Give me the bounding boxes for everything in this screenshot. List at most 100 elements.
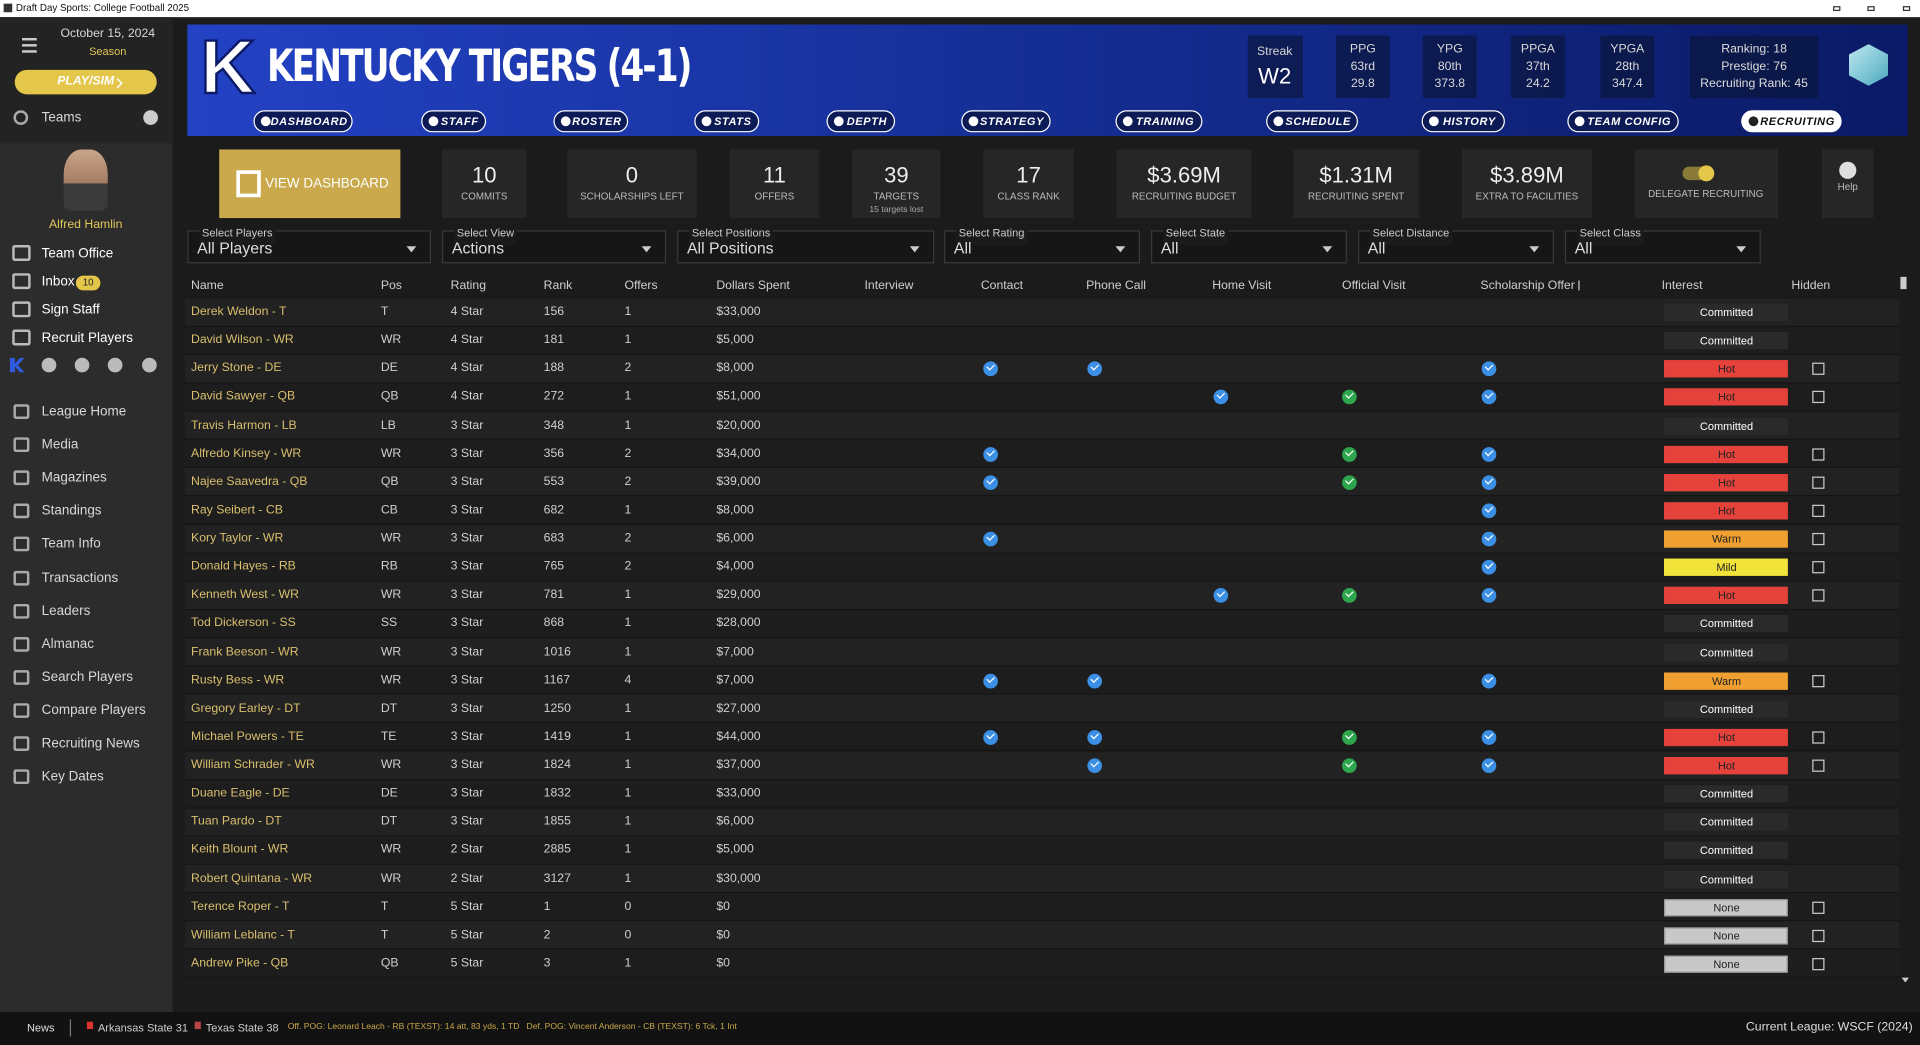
hidden-checkbox[interactable] [1812,929,1825,942]
menu-item[interactable]: Team Info [41,537,101,552]
table-row[interactable] [184,950,1900,979]
player-name[interactable]: Terence Roper - T [191,900,290,914]
nav-tab[interactable] [1567,110,1679,133]
player-name[interactable]: Jerry Stone - DE [191,361,282,376]
filter-label: Select Class [1577,220,1644,246]
hidden-checkbox[interactable] [1812,674,1825,687]
check-tick [1484,532,1494,541]
player-name[interactable]: Andrew Pike - QB [191,956,289,971]
table-row[interactable] [184,326,1900,355]
table-row[interactable] [184,609,1900,639]
table-row[interactable] [184,439,1900,469]
hidden-checkbox[interactable] [1812,901,1825,914]
menu-item[interactable]: Recruiting News [41,736,140,751]
hidden-checkbox[interactable] [1812,532,1825,546]
player-name[interactable]: Rusty Bess - WR [191,673,285,687]
player-name[interactable]: William Schrader - WR [191,758,315,772]
player-name[interactable]: Gregory Earley - DT [191,701,301,716]
player-name[interactable]: Najee Saavedra - QB [191,475,308,489]
table-row[interactable] [184,411,1900,440]
hidden-checkbox[interactable] [1812,391,1825,404]
play-sim-button[interactable] [14,69,157,95]
table-row[interactable] [184,695,1900,724]
table-row[interactable] [184,298,1900,327]
menu-item[interactable]: Magazines [41,470,107,486]
table-row[interactable] [184,808,1900,837]
menu-item[interactable]: Team Office [41,246,114,261]
player-name[interactable]: Alfredo Kinsey - WR [191,446,302,461]
table-row[interactable] [184,836,1900,865]
player-name[interactable]: David Wilson - WR [191,333,294,347]
table-row[interactable] [184,893,1900,922]
table-row[interactable] [184,638,1900,667]
table-row[interactable] [184,496,1900,525]
menu-item[interactable]: Sign Staff [41,302,100,318]
player-name[interactable]: Kory Taylor - WR [191,531,284,546]
table-row[interactable] [184,751,1900,780]
cell: WR [380,645,402,659]
hidden-checkbox[interactable] [1812,362,1825,376]
table-row[interactable] [184,666,1900,695]
table-row[interactable] [184,383,1900,412]
menu-item[interactable]: League Home [41,404,127,419]
table-row[interactable] [184,354,1900,384]
cell: 1 [624,503,632,517]
hidden-checkbox[interactable] [1812,759,1825,772]
player-name[interactable]: Frank Beeson - WR [191,645,299,659]
player-name[interactable]: Travis Harmon - LB [191,418,297,432]
menu-item[interactable]: Almanac [41,636,95,652]
player-name[interactable]: Duane Eagle - DE [191,786,290,801]
hidden-checkbox[interactable] [1812,476,1825,489]
filter-dropdown[interactable] [187,230,432,264]
view-dashboard-button[interactable] [219,149,401,219]
table-row[interactable] [184,723,1900,752]
table-row[interactable] [184,865,1900,894]
menu-item[interactable]: Search Players [41,669,133,685]
nav-tab[interactable] [1741,110,1842,133]
menu-item[interactable]: Key Dates [41,769,104,785]
table-row[interactable] [184,468,1900,497]
hidden-checkbox[interactable] [1812,731,1825,744]
nav-tab[interactable] [553,110,629,133]
nav-tab[interactable] [826,110,896,133]
hidden-checkbox[interactable] [1812,447,1825,461]
menu-item[interactable]: Recruit Players [41,330,133,346]
player-name[interactable]: Derek Weldon - T [191,305,287,319]
menu-item[interactable]: Transactions [41,570,119,585]
table-row[interactable] [184,581,1900,610]
player-name[interactable]: Robert Quintana - WR [191,871,313,886]
table-row[interactable] [184,553,1900,582]
menu-item[interactable]: Media [41,437,79,453]
nav-tab[interactable] [1421,110,1505,133]
teams-link[interactable]: Teams [41,110,82,125]
table-row[interactable] [184,921,1900,950]
nav-tab[interactable] [253,110,353,133]
nav-tab[interactable] [1115,110,1203,133]
player-name[interactable]: Ray Seibert - CB [191,503,283,517]
menu-item[interactable]: Compare Players [41,703,146,718]
player-name[interactable]: Donald Hayes - RB [191,560,296,574]
player-name[interactable]: Kenneth West - WR [191,588,300,602]
menu-item[interactable]: Leaders [41,603,91,619]
table-row[interactable] [184,524,1900,554]
hidden-checkbox[interactable] [1812,589,1825,602]
nav-tab[interactable] [961,110,1051,133]
cell: 1 [624,786,632,801]
hidden-checkbox[interactable] [1812,958,1825,971]
player-name[interactable]: William Leblanc - T [191,928,295,942]
player-name[interactable]: Michael Powers - TE [191,730,304,744]
check-tick [1484,362,1494,371]
hidden-checkbox[interactable] [1812,504,1825,517]
player-name[interactable]: Tuan Pardo - DT [191,815,282,829]
player-name[interactable]: David Sawyer - QB [191,390,296,404]
nav-tab[interactable] [694,110,760,133]
player-name[interactable]: Tod Dickerson - SS [191,616,296,631]
help-tile[interactable] [1822,149,1874,219]
menu-item[interactable]: Inbox [41,274,75,290]
hidden-checkbox[interactable] [1812,561,1825,574]
menu-item[interactable]: Standings [41,503,102,519]
player-name[interactable]: Keith Blount - WR [191,843,289,857]
nav-tab[interactable] [421,110,487,133]
table-row[interactable] [184,780,1900,809]
nav-tab[interactable] [1266,110,1358,133]
